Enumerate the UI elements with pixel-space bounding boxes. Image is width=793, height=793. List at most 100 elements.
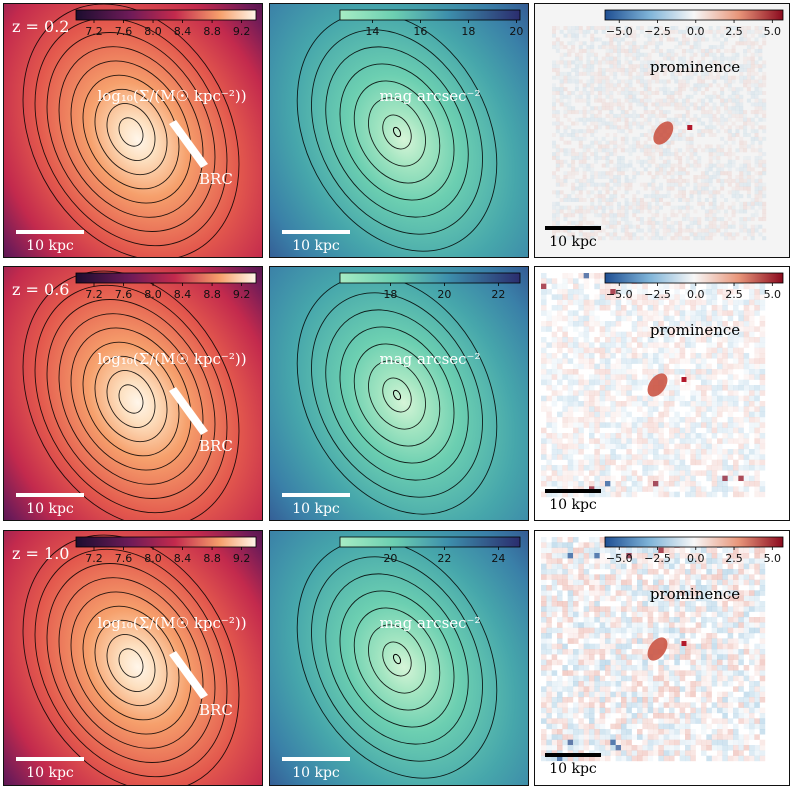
mass-colorbar-tick-label: 8.4 — [174, 288, 192, 301]
mass-colorbar-tick-label: 8.0 — [144, 552, 162, 565]
brc-label: BRC — [199, 437, 233, 455]
mag-contour — [325, 46, 469, 218]
mass-map — [4, 267, 262, 520]
mag-contour — [325, 309, 469, 481]
prominence-colorbar-tick-label: 2.5 — [725, 25, 743, 38]
mag-contour — [296, 12, 498, 252]
prominence-panel-z10: prominence −5.0 −2.5 0.0 2.5 5.0 10 kpc — [534, 530, 790, 786]
prominence-colorbar-tick-label: −5.0 — [606, 288, 633, 301]
mass-colorbar-tick-label: 8.4 — [174, 25, 192, 38]
prominence-edge-pixel — [738, 475, 744, 481]
mass-contour — [94, 619, 168, 707]
mass-colorbar-tick-label: 8.8 — [203, 288, 221, 301]
mass-contour — [118, 117, 144, 147]
brc-pointer — [169, 387, 208, 435]
mass-scalebar — [16, 493, 84, 497]
mass-colorbar-tick-label: 7.2 — [85, 25, 103, 38]
mass-contour — [34, 284, 228, 514]
prominence-pixels — [541, 537, 766, 762]
mag-contour — [382, 114, 412, 150]
prominence-colorbar-tick-label: −2.5 — [644, 25, 671, 38]
prominence-colorbar-tick-label: −2.5 — [644, 288, 671, 301]
mag-colorbar — [339, 9, 521, 21]
prominence-label: prominence — [650, 58, 740, 76]
prominence-scalebar-label: 10 kpc — [549, 761, 597, 777]
mag-contour — [339, 326, 455, 464]
mass-scalebar — [16, 230, 84, 234]
prominence-colorbar-tick-label: −2.5 — [644, 552, 671, 565]
mag-colorbar — [339, 536, 521, 548]
mag-panel-z02: mag arcsec⁻² 14 16 18 20 10 kpc — [269, 3, 529, 258]
mag-contour — [311, 556, 483, 762]
mass-contour — [82, 605, 180, 721]
prominence-edge-pixel — [626, 553, 632, 559]
prominence-colorbar — [604, 536, 784, 548]
prominence-edge-pixel — [653, 481, 659, 487]
prominence-panel-z06: prominence −5.0 −2.5 0.0 2.5 5.0 10 kpc — [534, 266, 790, 521]
prominence-colorbar-tick-label: 0.0 — [687, 552, 705, 565]
prominence-hotspot — [681, 641, 687, 646]
mass-contour — [34, 548, 228, 778]
mass-unit-label: log₁₀(Σ/(M☉ kpc⁻²)) — [97, 350, 246, 368]
mag-colorbar-tick-label: 20 — [437, 288, 451, 301]
mass-contour — [22, 270, 240, 520]
mag-contour — [382, 377, 412, 413]
mass-contour — [70, 327, 192, 471]
prominence-hotspot — [687, 125, 693, 130]
mass-contour — [46, 299, 216, 499]
mass-contour — [58, 577, 204, 749]
mass-colorbar-tick-label: 7.6 — [115, 25, 133, 38]
mag-unit-label: mag arcsec⁻² — [380, 614, 481, 632]
prominence-scalebar-label: 10 kpc — [549, 497, 597, 513]
mag-scalebar — [282, 493, 350, 497]
mass-unit-label: log₁₀(Σ/(M☉ kpc⁻²)) — [97, 87, 246, 105]
prominence-edge-pixel — [583, 273, 589, 279]
mag-contour — [353, 80, 441, 184]
prominence-colorbar-tick-label: 2.5 — [725, 288, 743, 301]
mass-contour — [46, 563, 216, 763]
prominence-label: prominence — [650, 585, 740, 603]
mass-colorbar — [75, 9, 257, 21]
mag-contour — [368, 624, 426, 694]
prominence-edge-pixel — [722, 475, 728, 481]
mass-contour — [70, 60, 192, 204]
prominence-colorbar-tick-label: 2.5 — [725, 552, 743, 565]
prominence-colorbar — [604, 272, 784, 284]
prominence-edge-pixel — [557, 755, 563, 761]
mass-colorbar-tick-label: 8.0 — [144, 25, 162, 38]
mass-colorbar — [75, 536, 257, 548]
mass-contour — [22, 4, 240, 257]
brc-label: BRC — [199, 701, 233, 719]
mag-colorbar-tick-label: 14 — [365, 25, 379, 38]
mass-colorbar-tick-label: 8.8 — [203, 25, 221, 38]
mag-colorbar-tick-label: 22 — [491, 288, 505, 301]
mag-map — [270, 4, 528, 257]
mass-scalebar-label: 10 kpc — [26, 501, 74, 517]
prominence-colorbar-tick-label: 0.0 — [687, 288, 705, 301]
mass-contour — [82, 74, 180, 190]
mass-contour — [58, 46, 204, 218]
mass-contour — [106, 103, 156, 161]
prominence-edge-pixel — [589, 486, 595, 492]
mass-contour — [94, 88, 168, 176]
mag-contour — [339, 590, 455, 728]
mass-colorbar-tick-label: 8.8 — [203, 552, 221, 565]
mag-scalebar — [282, 230, 350, 234]
prominence-scalebar-label: 10 kpc — [549, 234, 597, 250]
mass-contour — [58, 313, 204, 485]
mag-contour — [296, 275, 498, 515]
mag-contour — [353, 343, 441, 447]
mag-panel-z06: mag arcsec⁻² 18 20 22 10 kpc — [269, 266, 529, 521]
prominence-scalebar — [545, 489, 601, 493]
prominence-pixels — [541, 273, 766, 498]
mag-map — [270, 531, 528, 785]
mass-panel-z06: BRC log₁₀(Σ/(M☉ kpc⁻²)) z = 0.6 7.2 7.6 8.0 8.… — [3, 266, 263, 521]
mass-panel-z10: BRC log₁₀(Σ/(M☉ kpc⁻²)) z = 1.0 7.2 7.6 8.0 8.… — [3, 530, 263, 786]
mag-contour — [311, 292, 483, 498]
prominence-edge-pixel — [605, 481, 611, 487]
mag-colorbar-tick-label: 16 — [413, 25, 427, 38]
mass-colorbar-tick-label: 8.4 — [174, 552, 192, 565]
mag-contour — [368, 360, 426, 430]
mass-contour — [46, 32, 216, 232]
prominence-bg — [535, 267, 789, 520]
